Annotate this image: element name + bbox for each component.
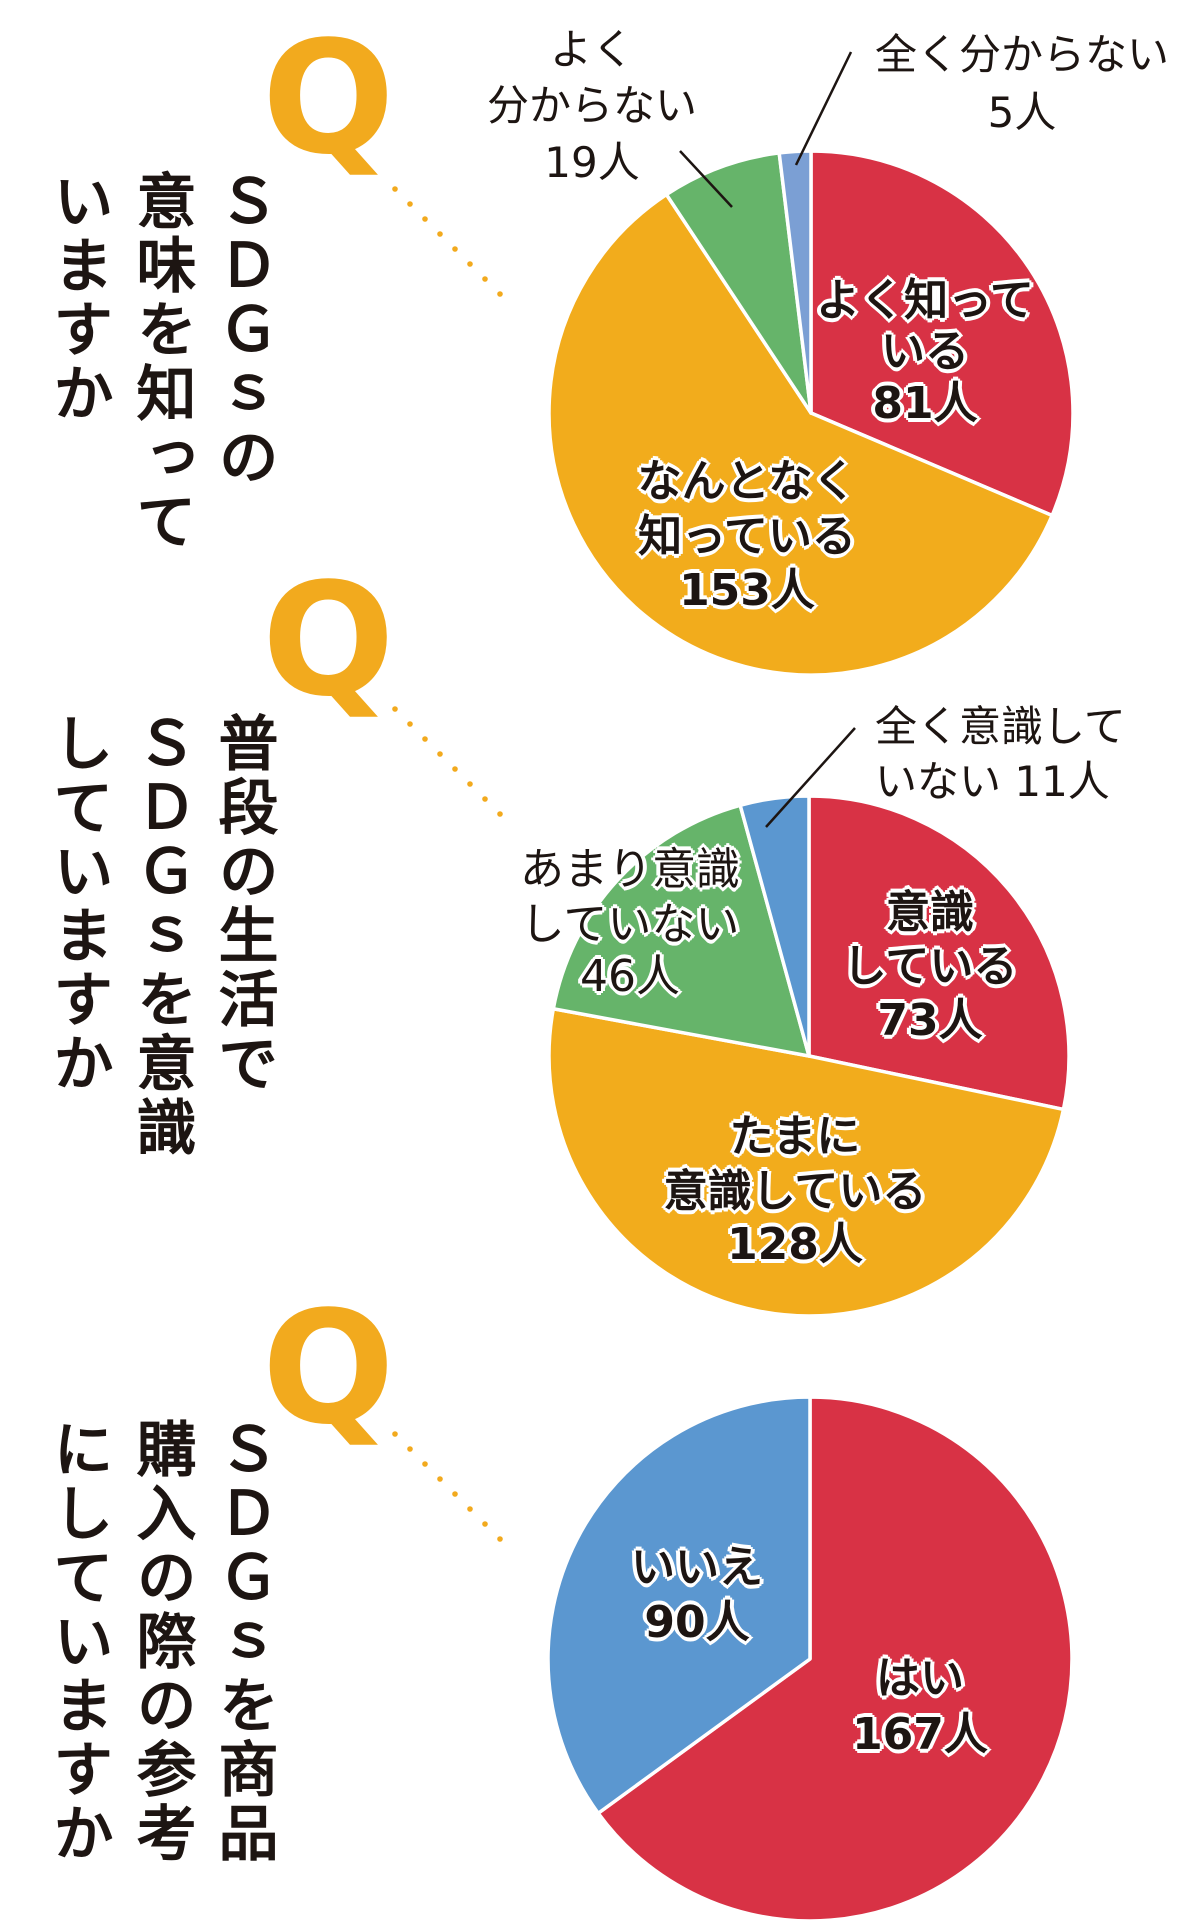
dot-icon bbox=[407, 1446, 413, 1452]
pie-slice bbox=[547, 192, 1054, 677]
dot-icon bbox=[392, 186, 398, 192]
dot-icon bbox=[422, 736, 428, 742]
dot-icon bbox=[437, 1476, 443, 1482]
pie-slice bbox=[546, 1395, 812, 1816]
dot-icon bbox=[497, 291, 503, 297]
slice-label: していない bbox=[520, 899, 740, 950]
slice-label: よく bbox=[549, 25, 635, 74]
slice-value: いない 11人 bbox=[875, 757, 1110, 806]
dot-icon bbox=[467, 1506, 473, 1512]
slice-label: 全く意識して bbox=[875, 702, 1126, 751]
pie-slice bbox=[777, 149, 813, 415]
slice-label: はい bbox=[876, 1653, 964, 1704]
q-mark-icon: Q bbox=[262, 7, 395, 189]
dot-icon bbox=[392, 1431, 398, 1437]
dot-icon bbox=[497, 1536, 503, 1542]
leader-line bbox=[765, 727, 856, 828]
question-title-line-3: いますか bbox=[43, 170, 113, 426]
dot-icon bbox=[467, 261, 473, 267]
question-title-line-1: 普段の生活で bbox=[208, 712, 278, 1096]
slice-value: 19人 bbox=[544, 138, 640, 187]
q-mark-icon: Q bbox=[262, 549, 395, 731]
question-title-line-2: 購入の際の参考 bbox=[126, 1418, 196, 1866]
dot-icon bbox=[392, 706, 398, 712]
dot-icon bbox=[497, 811, 503, 817]
slice-label: している bbox=[842, 941, 1018, 992]
leader-line bbox=[679, 150, 733, 208]
dot-icon bbox=[482, 796, 488, 802]
dot-icon bbox=[407, 201, 413, 207]
slice-value: 5人 bbox=[987, 88, 1057, 137]
dot-icon bbox=[452, 246, 458, 252]
pie-slice bbox=[807, 794, 1071, 1112]
leader-line bbox=[794, 51, 853, 166]
slice-value: 90人 bbox=[644, 1597, 750, 1648]
slice-value: 46人 bbox=[580, 951, 680, 1002]
dot-icon bbox=[452, 1491, 458, 1497]
slice-label: 分からない bbox=[486, 81, 698, 130]
question-title-line-3: にしていますか bbox=[43, 1418, 113, 1866]
slice-label: よく知って bbox=[816, 275, 1034, 326]
question-title-line-3: していますか bbox=[43, 712, 113, 1096]
pie-slice bbox=[664, 151, 813, 415]
slice-value: 81人 bbox=[872, 378, 978, 429]
slice-value: 128人 bbox=[727, 1219, 863, 1270]
pie-slice bbox=[547, 1007, 1066, 1318]
question-title-line-1: ＳＤＧｓを商品 bbox=[208, 1418, 278, 1866]
slice-value: 73人 bbox=[877, 995, 983, 1046]
slice-label: いる bbox=[881, 326, 969, 377]
slice-label: 知っている bbox=[638, 511, 856, 562]
dot-icon bbox=[437, 751, 443, 757]
slice-label: 全く分からない bbox=[874, 30, 1170, 79]
dot-icon bbox=[452, 766, 458, 772]
pie-slice bbox=[809, 149, 1075, 518]
pie-slice bbox=[738, 794, 811, 1058]
slice-label: いいえ bbox=[631, 1542, 763, 1593]
dot-icon bbox=[422, 1461, 428, 1467]
dot-icon bbox=[467, 781, 473, 787]
dot-icon bbox=[422, 216, 428, 222]
pie-slice bbox=[551, 803, 811, 1058]
pie-slice bbox=[596, 1395, 1074, 1923]
slice-value: 153人 bbox=[679, 565, 815, 616]
dot-icon bbox=[482, 276, 488, 282]
slice-label: なんとなく bbox=[637, 456, 857, 507]
slice-label: たまに bbox=[729, 1111, 861, 1162]
q-mark-icon: Q bbox=[262, 1277, 395, 1459]
dot-icon bbox=[407, 721, 413, 727]
question-title-line-1: ＳＤＧｓの bbox=[208, 170, 278, 490]
slice-label: あまり意識 bbox=[520, 844, 740, 895]
slice-label: 意識 bbox=[886, 887, 974, 938]
slice-label: 意識している bbox=[663, 1166, 927, 1217]
slice-value: 167人 bbox=[852, 1709, 988, 1760]
question-title-line-2: 意味を知って bbox=[126, 170, 196, 554]
dot-icon bbox=[482, 1521, 488, 1527]
question-title-line-2: ＳＤＧｓを意識 bbox=[126, 712, 196, 1160]
dot-icon bbox=[437, 231, 443, 237]
